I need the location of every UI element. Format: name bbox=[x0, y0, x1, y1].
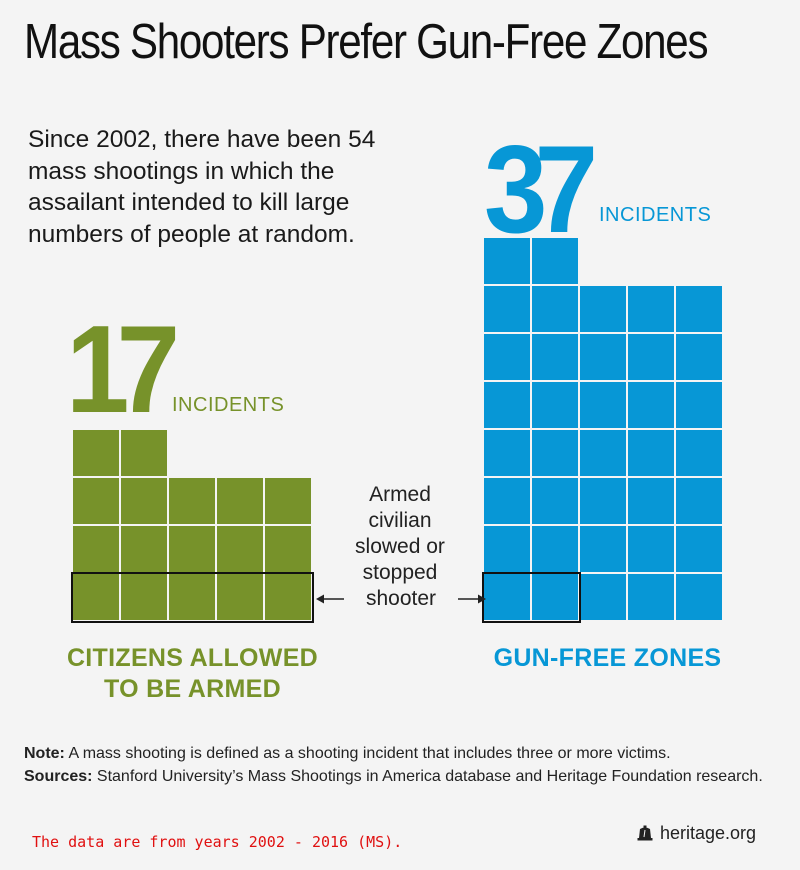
incident-square bbox=[676, 286, 722, 332]
annotation-line: stopped bbox=[362, 561, 438, 584]
data-years-note: The data are from years 2002 - 2016 (MS)… bbox=[32, 833, 403, 851]
incident-square bbox=[628, 430, 674, 476]
incident-square bbox=[532, 478, 578, 524]
incident-square bbox=[532, 238, 578, 284]
incident-square bbox=[484, 334, 530, 380]
incident-square bbox=[265, 574, 311, 620]
incident-square bbox=[628, 574, 674, 620]
green-incident-count: 17 bbox=[66, 301, 180, 439]
incident-square bbox=[484, 574, 530, 620]
incident-square bbox=[676, 478, 722, 524]
incident-square bbox=[73, 574, 119, 620]
intro-text: Since 2002, there have been 54 mass shoo… bbox=[28, 126, 376, 248]
sources-label: Sources: bbox=[24, 768, 93, 785]
incident-square bbox=[532, 334, 578, 380]
incident-square bbox=[484, 430, 530, 476]
notes-block: Note: A mass shooting is defined as a sh… bbox=[24, 742, 784, 788]
note-text: A mass shooting is defined as a shooting… bbox=[64, 745, 671, 762]
incident-square bbox=[580, 286, 626, 332]
annotation-line: slowed or bbox=[355, 535, 445, 558]
category-label-line: TO BE ARMED bbox=[104, 675, 281, 703]
brand-logo[interactable]: heritage.org bbox=[636, 823, 756, 844]
incident-square bbox=[121, 430, 167, 476]
incident-square bbox=[73, 478, 119, 524]
blue-incident-count: 37 bbox=[484, 121, 598, 259]
incident-square bbox=[676, 574, 722, 620]
armed-civilian-annotation: Armed civilian slowed or stopped bbox=[330, 482, 470, 586]
incident-square bbox=[121, 526, 167, 572]
incident-square bbox=[217, 574, 263, 620]
incident-square bbox=[121, 574, 167, 620]
incident-square bbox=[484, 238, 530, 284]
green-incidents-label: INCIDENTS bbox=[172, 394, 285, 416]
incident-square bbox=[676, 334, 722, 380]
incident-square bbox=[265, 526, 311, 572]
incident-square bbox=[628, 286, 674, 332]
sources-text: Stanford University’s Mass Shootings in … bbox=[92, 768, 763, 785]
incident-square bbox=[676, 382, 722, 428]
category-label-line: CITIZENS ALLOWED bbox=[66, 644, 319, 672]
annotation-arrow-row: shooter bbox=[316, 586, 486, 612]
category-label-gun-free: GUN-FREE ZONES bbox=[493, 644, 722, 672]
incident-square bbox=[121, 478, 167, 524]
incident-square bbox=[484, 478, 530, 524]
incident-square bbox=[628, 478, 674, 524]
blue-incidents-label: INCIDENTS bbox=[599, 204, 712, 226]
incident-square bbox=[73, 526, 119, 572]
incident-square bbox=[580, 526, 626, 572]
sources-line: Sources: Stanford University’s Mass Shoo… bbox=[24, 765, 784, 788]
incident-square bbox=[676, 430, 722, 476]
incident-square bbox=[580, 478, 626, 524]
note-label: Note: bbox=[24, 745, 65, 762]
incident-square bbox=[484, 526, 530, 572]
incident-square bbox=[628, 334, 674, 380]
incident-square bbox=[169, 526, 215, 572]
liberty-bell-icon bbox=[636, 825, 654, 843]
incident-square bbox=[532, 430, 578, 476]
incident-square bbox=[532, 526, 578, 572]
incident-square bbox=[628, 382, 674, 428]
incident-square bbox=[580, 334, 626, 380]
incident-square bbox=[532, 574, 578, 620]
incident-square bbox=[580, 574, 626, 620]
incident-square bbox=[532, 286, 578, 332]
incident-square bbox=[484, 286, 530, 332]
incident-square bbox=[73, 430, 119, 476]
right-arrow-icon bbox=[456, 593, 486, 605]
incident-square bbox=[676, 526, 722, 572]
incident-square bbox=[628, 526, 674, 572]
brand-text: heritage.org bbox=[660, 823, 757, 843]
chart-title: Mass Shooters Prefer Gun-Free Zones bbox=[24, 15, 709, 69]
annotation-line: Armed bbox=[369, 483, 431, 506]
incident-square bbox=[580, 382, 626, 428]
left-arrow-icon bbox=[316, 593, 346, 605]
incident-square bbox=[580, 430, 626, 476]
annotation-line: civilian bbox=[368, 509, 432, 532]
incident-square bbox=[217, 526, 263, 572]
annotation-line: shooter bbox=[365, 587, 437, 610]
note-line: Note: A mass shooting is defined as a sh… bbox=[24, 742, 784, 765]
category-label-armed: CITIZENS ALLOWED TO BE ARMED bbox=[30, 643, 355, 705]
incident-square bbox=[532, 382, 578, 428]
armed-civilian-highlight bbox=[71, 572, 314, 623]
incident-square bbox=[217, 478, 263, 524]
incident-square bbox=[169, 478, 215, 524]
incident-square bbox=[169, 574, 215, 620]
incident-square bbox=[265, 478, 311, 524]
incident-square bbox=[484, 382, 530, 428]
